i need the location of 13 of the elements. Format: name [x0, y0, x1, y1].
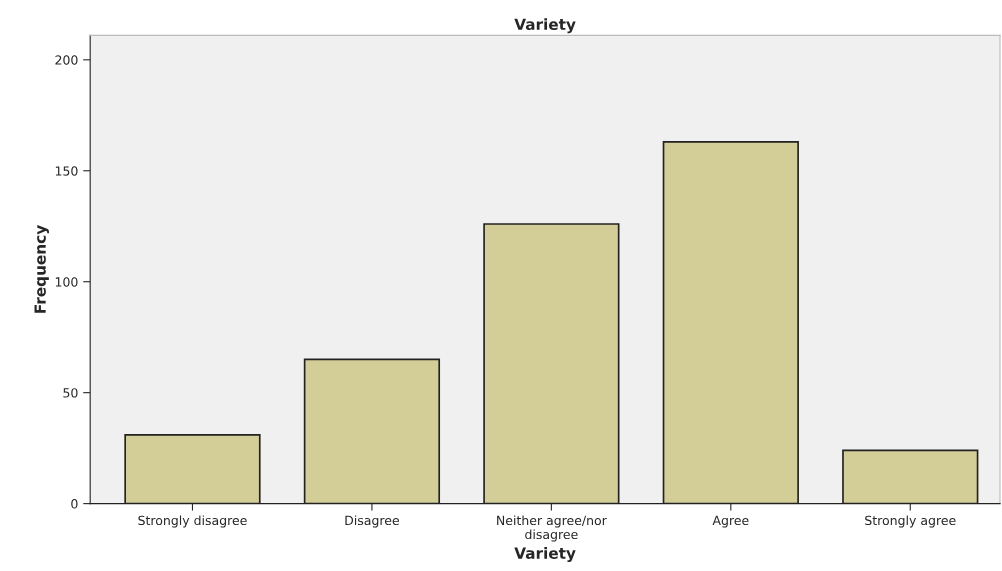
y-tick-label: 150 [55, 166, 78, 176]
x-tick-label: Neither agree/nor disagree [497, 515, 607, 542]
x-axis-title: Variety [514, 547, 576, 562]
x-tick-label: Strongly agree [865, 515, 956, 528]
x-tick-label: Agree [712, 515, 749, 528]
y-axis-title: Frequency [34, 225, 49, 313]
y-tick-label: 50 [63, 388, 78, 398]
x-tick-label: Strongly disagree [138, 515, 247, 528]
x-tick-label: Disagree [345, 515, 399, 528]
chart-title: Variety [514, 18, 576, 34]
y-tick-label: 100 [55, 277, 78, 287]
y-tick-label: 0 [71, 499, 78, 509]
y-tick-label: 200 [55, 55, 78, 65]
